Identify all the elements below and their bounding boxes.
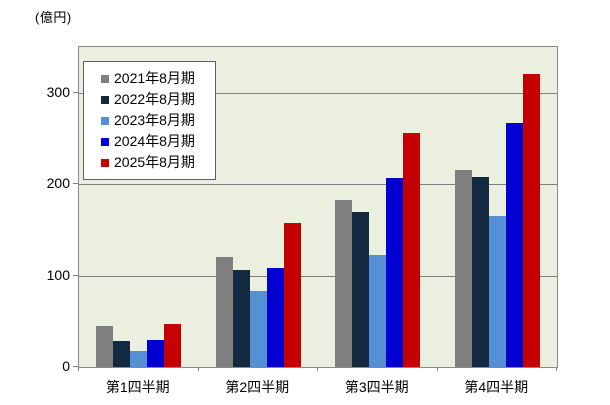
bar-group-第2四半期 — [199, 47, 319, 367]
bar-2023年8月期-第4四半期 — [488, 216, 506, 367]
x-axis-category-label-4: 第4四半期 — [464, 379, 529, 395]
legend-swatch-icon — [101, 137, 109, 146]
legend-swatch-icon — [101, 116, 109, 125]
legend-item-2022年8月期: 2022年8月期 — [101, 92, 209, 107]
gridline-200 — [79, 184, 557, 186]
bar-2023年8月期-第2四半期 — [249, 291, 267, 367]
y-axis-tick-label-100: 100 — [46, 266, 70, 283]
gridline-100 — [79, 275, 557, 277]
bar-2025年8月期-第4四半期 — [522, 74, 540, 367]
bar-2022年8月期-第4四半期 — [471, 176, 489, 367]
bar-2021年8月期-第2四半期 — [215, 257, 233, 367]
bar-group-第3四半期 — [318, 47, 438, 367]
bar-2025年8月期-第2四半期 — [283, 222, 301, 367]
legend-swatch-icon — [101, 95, 109, 104]
legend-swatch-icon — [101, 158, 109, 167]
bar-2024年8月期-第2四半期 — [266, 268, 284, 367]
legend-item-2021年8月期: 2021年8月期 — [101, 71, 209, 86]
bar-2025年8月期-第3四半期 — [403, 132, 421, 367]
y-tick-mark-0 — [73, 366, 78, 367]
legend-label: 2021年8月期 — [114, 70, 195, 86]
x-tick-mark-0 — [78, 367, 79, 371]
y-tick-mark-100 — [73, 274, 78, 276]
y-tick-mark-200 — [73, 183, 78, 185]
bar-2024年8月期-第4四半期 — [505, 122, 523, 367]
gridline-300 — [79, 92, 557, 94]
legend-swatch-icon — [101, 74, 109, 83]
x-tick-mark-1 — [198, 367, 199, 371]
bar-2022年8月期-第2四半期 — [232, 270, 250, 367]
legend-label: 2024年8月期 — [114, 133, 195, 149]
legend-item-2024年8月期: 2024年8月期 — [101, 134, 209, 149]
bar-2025年8月期-第1四半期 — [164, 324, 182, 367]
plot-area — [78, 46, 558, 368]
legend-label: 2025年8月期 — [114, 154, 195, 170]
bar-2021年8月期-第4四半期 — [454, 169, 472, 367]
bar-2021年8月期-第3四半期 — [335, 199, 353, 367]
bar-2021年8月期-第1四半期 — [96, 325, 114, 367]
x-tick-mark-3 — [437, 367, 438, 371]
bar-2023年8月期-第1四半期 — [130, 350, 148, 367]
x-axis-category-label-3: 第3四半期 — [344, 379, 409, 395]
bar-group-第1四半期 — [79, 47, 199, 367]
y-tick-mark-300 — [73, 91, 78, 93]
legend-label: 2022年8月期 — [114, 91, 195, 107]
x-axis-category-label-1: 第1四半期 — [105, 379, 170, 395]
x-tick-mark-2 — [317, 367, 318, 371]
bar-2023年8月期-第3四半期 — [369, 254, 387, 367]
y-axis-unit-label: (億円) — [35, 10, 72, 25]
x-tick-mark-4 — [556, 367, 557, 371]
y-axis-tick-label-0: 0 — [62, 358, 70, 374]
bar-2022年8月期-第3四半期 — [352, 211, 370, 367]
legend-item-2023年8月期: 2023年8月期 — [101, 113, 209, 128]
y-axis-tick-label-300: 300 — [46, 83, 70, 100]
legend: 2021年8月期 2022年8月期 2023年8月期 2024年8月期 2025年8月期 — [83, 61, 216, 180]
bar-2022年8月期-第1四半期 — [113, 341, 131, 367]
bar-2024年8月期-第3四半期 — [386, 177, 404, 367]
x-axis-category-label-2: 第2四半期 — [225, 379, 290, 395]
legend-item-2025年8月期: 2025年8月期 — [101, 155, 209, 170]
legend-label: 2023年8月期 — [114, 112, 195, 128]
bar-2024年8月期-第1四半期 — [147, 339, 165, 367]
y-axis-tick-label-200: 200 — [46, 175, 70, 192]
bar-group-第4四半期 — [438, 47, 558, 367]
